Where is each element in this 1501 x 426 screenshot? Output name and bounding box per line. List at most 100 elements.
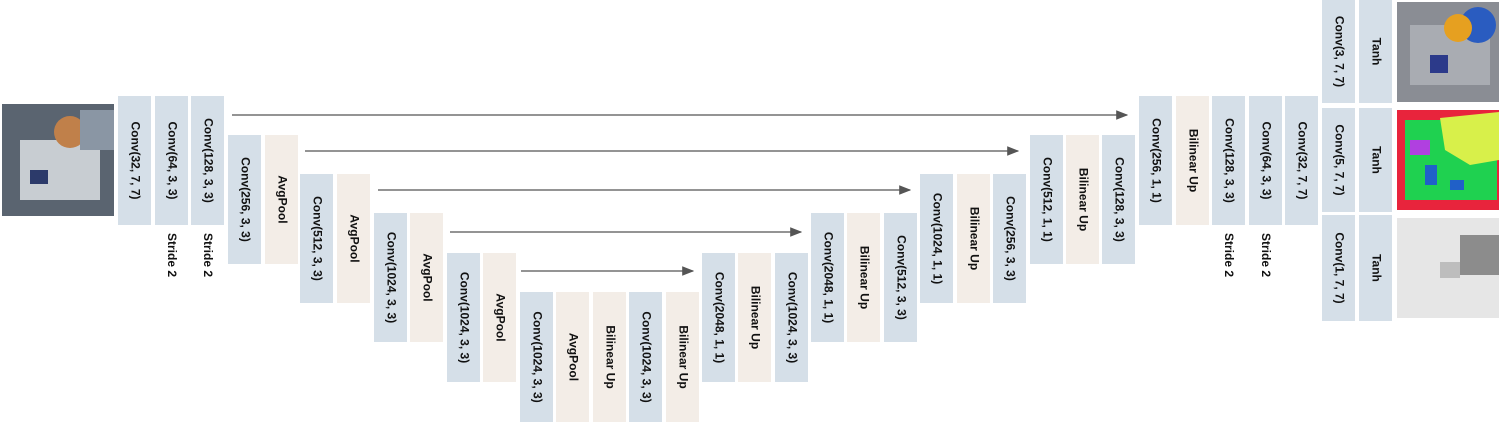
layer-block: Conv(1024, 3, 3) [374, 213, 407, 342]
stride-note: Stride 2 [1259, 233, 1273, 277]
block-box [1139, 96, 1172, 225]
block-box [702, 253, 735, 382]
block-label: AvgPool [275, 175, 289, 223]
block-label: Conv(256, 3, 3) [238, 157, 252, 242]
layer-block: Conv(512, 3, 3) [300, 174, 333, 303]
block-box [1249, 96, 1282, 225]
layer-block: Bilinear Up [1176, 96, 1209, 225]
block-box [629, 292, 662, 422]
block-box [556, 292, 589, 422]
layer-block: Conv(32, 7, 7) [118, 96, 151, 225]
block-label: Conv(2048, 1, 1) [712, 272, 726, 363]
block-box [374, 213, 407, 342]
block-label: Tanh [1369, 38, 1383, 66]
layer-block: Conv(128, 3, 3) [191, 96, 224, 225]
layer-block: Conv(512, 3, 3) [884, 213, 917, 342]
block-box [920, 174, 953, 303]
layer-block: Conv(1024, 3, 3) [447, 253, 480, 382]
block-box [483, 253, 516, 382]
layer-block: Conv(256, 3, 3) [228, 135, 261, 264]
block-label: Tanh [1369, 146, 1383, 174]
layer-block: Conv(5, 7, 7) [1322, 108, 1355, 212]
skip-arrows [232, 110, 1129, 276]
block-box [520, 292, 553, 422]
layer-block: Bilinear Up [957, 174, 990, 303]
block-box [1030, 135, 1063, 264]
output-image-rgb [1397, 2, 1499, 102]
layer-block: Conv(512, 1, 1) [1030, 135, 1063, 264]
block-box [775, 253, 808, 382]
block-box [410, 213, 443, 342]
layer-block: AvgPool [265, 135, 298, 264]
block-label: Conv(256, 1, 1) [1149, 118, 1163, 203]
layer-block: AvgPool [483, 253, 516, 382]
block-box [1322, 0, 1355, 103]
block-box [1285, 96, 1318, 225]
block-box [1322, 108, 1355, 212]
layer-block: Conv(2048, 1, 1) [811, 213, 844, 342]
block-box [1176, 96, 1209, 225]
input-image [2, 104, 114, 216]
block-label: AvgPool [347, 214, 361, 262]
block-label: Conv(1024, 3, 3) [785, 272, 799, 363]
block-box [993, 174, 1026, 303]
stride-note: Stride 2 [1222, 233, 1236, 277]
layer-block: Conv(1, 7, 7) [1322, 215, 1355, 321]
layer-block: Conv(1024, 1, 1) [920, 174, 953, 303]
layer-block: AvgPool [410, 213, 443, 342]
stride-note: Stride 2 [165, 233, 179, 277]
block-label: Conv(64, 3, 3) [165, 121, 179, 199]
stride-note: Stride 2 [201, 233, 215, 277]
block-box [1359, 215, 1392, 321]
layer-block: Conv(256, 1, 1) [1139, 96, 1172, 225]
block-label: Conv(64, 3, 3) [1259, 121, 1273, 199]
block-label: Conv(32, 7, 7) [128, 121, 142, 199]
stride-notes: Stride 2 Stride 2 Stride 2 Stride 2 [165, 233, 1273, 277]
block-label: Conv(1024, 3, 3) [639, 311, 653, 402]
block-box [337, 174, 370, 303]
layer-block: Tanh [1359, 0, 1392, 103]
block-label: Bilinear Up [748, 286, 762, 349]
block-label: Bilinear Up [1186, 129, 1200, 192]
block-label: Conv(1024, 1, 1) [930, 193, 944, 284]
layer-block: Conv(128, 3, 3) [1102, 135, 1135, 264]
block-label: AvgPool [566, 333, 580, 381]
block-box [1102, 135, 1135, 264]
layer-block: Bilinear Up [738, 253, 771, 382]
block-box [847, 213, 880, 342]
output-image-segmentation [1397, 110, 1499, 210]
layer-block: Conv(2048, 1, 1) [702, 253, 735, 382]
layer-block: Bilinear Up [593, 292, 626, 422]
block-box [191, 96, 224, 225]
block-box [265, 135, 298, 264]
block-label: Tanh [1369, 254, 1383, 282]
block-label: Conv(1024, 3, 3) [384, 232, 398, 323]
layer-block: Conv(1024, 3, 3) [775, 253, 808, 382]
block-box [447, 253, 480, 382]
layer-block: Tanh [1359, 108, 1392, 212]
block-label: AvgPool [493, 293, 507, 341]
block-box [300, 174, 333, 303]
block-label: Conv(128, 3, 3) [1222, 118, 1236, 203]
block-label: Conv(128, 3, 3) [201, 118, 215, 203]
block-box [957, 174, 990, 303]
block-label: Conv(512, 1, 1) [1040, 157, 1054, 242]
block-label: Bilinear Up [603, 325, 617, 388]
block-box [228, 135, 261, 264]
block-box [1359, 0, 1392, 103]
block-label: Conv(256, 3, 3) [1003, 196, 1017, 281]
block-label: Conv(128, 3, 3) [1112, 157, 1126, 242]
block-box [1212, 96, 1245, 225]
layer-block: AvgPool [556, 292, 589, 422]
block-box [1322, 215, 1355, 321]
layer-block: Bilinear Up [1066, 135, 1099, 264]
block-label: Conv(512, 3, 3) [310, 196, 324, 281]
block-label: Bilinear Up [676, 325, 690, 388]
output-image-depth [1397, 218, 1499, 318]
block-label: Bilinear Up [967, 207, 981, 270]
layer-block: Conv(3, 7, 7) [1322, 0, 1355, 103]
layer-block: Conv(1024, 3, 3) [629, 292, 662, 422]
block-label: Conv(1024, 3, 3) [457, 272, 471, 363]
block-label: AvgPool [420, 253, 434, 301]
